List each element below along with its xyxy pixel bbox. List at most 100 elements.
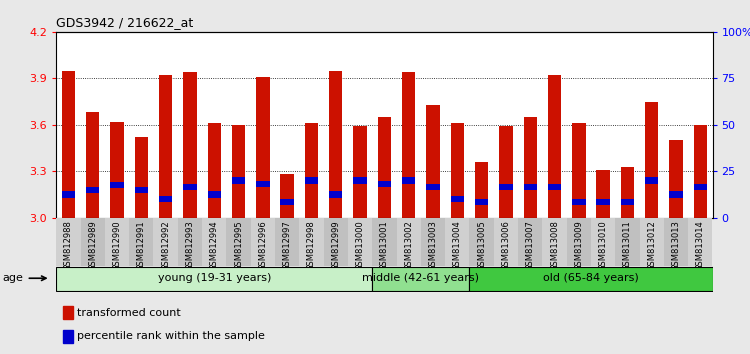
Bar	[621, 167, 634, 218]
Bar	[135, 137, 148, 218]
Bar	[280, 199, 294, 205]
Bar	[451, 123, 464, 218]
Text: GSM813002: GSM813002	[404, 220, 413, 271]
Bar	[475, 199, 488, 205]
Bar	[110, 122, 124, 218]
Bar	[232, 125, 245, 218]
Text: GSM812995: GSM812995	[234, 220, 243, 271]
Text: GSM813001: GSM813001	[380, 220, 388, 271]
Bar	[421, 218, 446, 266]
Bar	[621, 199, 634, 205]
Text: GSM812988: GSM812988	[64, 220, 73, 271]
Bar	[178, 218, 202, 266]
Bar	[304, 123, 318, 218]
Text: GSM812999: GSM812999	[332, 220, 340, 271]
Bar	[572, 123, 586, 218]
Bar	[63, 330, 73, 343]
Bar	[451, 196, 464, 202]
Bar	[596, 170, 610, 218]
Text: GSM813013: GSM813013	[671, 220, 680, 271]
Bar	[615, 218, 640, 266]
Bar	[500, 184, 512, 190]
Bar	[470, 218, 494, 266]
Bar	[135, 187, 148, 193]
Text: GSM813006: GSM813006	[502, 220, 511, 271]
Text: GDS3942 / 216622_at: GDS3942 / 216622_at	[56, 16, 194, 29]
Bar	[640, 218, 664, 266]
Bar	[596, 199, 610, 205]
Text: old (65-84 years): old (65-84 years)	[543, 273, 639, 283]
Bar	[105, 218, 129, 266]
Text: transformed count: transformed count	[77, 308, 181, 318]
Bar	[299, 218, 323, 266]
Bar	[183, 184, 196, 190]
Bar	[280, 175, 294, 218]
Bar	[645, 102, 658, 218]
Bar	[251, 218, 275, 266]
Text: GSM813014: GSM813014	[696, 220, 705, 271]
Text: GSM813004: GSM813004	[453, 220, 462, 271]
Bar	[548, 75, 561, 218]
Bar	[542, 218, 567, 266]
Text: GSM813012: GSM813012	[647, 220, 656, 271]
Bar	[62, 70, 75, 218]
Bar	[426, 105, 439, 218]
Bar	[645, 177, 658, 184]
Bar	[202, 218, 226, 266]
Bar	[591, 218, 615, 266]
Text: GSM813008: GSM813008	[550, 220, 559, 271]
Bar	[402, 177, 416, 184]
Bar	[232, 177, 245, 184]
Bar	[470, 267, 712, 291]
Bar	[86, 187, 100, 193]
Bar	[475, 162, 488, 218]
Bar	[353, 126, 367, 218]
Text: percentile rank within the sample: percentile rank within the sample	[77, 331, 266, 342]
Text: GSM813009: GSM813009	[574, 220, 584, 271]
Bar	[397, 218, 421, 266]
Bar	[372, 218, 397, 266]
Bar	[329, 192, 343, 198]
Bar	[62, 192, 75, 198]
Bar	[256, 77, 269, 218]
Text: GSM813000: GSM813000	[356, 220, 364, 271]
Text: GSM812998: GSM812998	[307, 220, 316, 271]
Text: GSM813007: GSM813007	[526, 220, 535, 271]
Bar	[378, 117, 391, 218]
Bar	[548, 184, 561, 190]
Bar	[226, 218, 251, 266]
Bar	[63, 307, 73, 319]
Text: GSM813005: GSM813005	[477, 220, 486, 271]
Bar	[572, 199, 586, 205]
Bar	[664, 218, 688, 266]
Bar	[80, 218, 105, 266]
Bar	[323, 218, 348, 266]
Bar	[208, 123, 221, 218]
Text: GSM812996: GSM812996	[258, 220, 267, 271]
Text: GSM813011: GSM813011	[623, 220, 632, 271]
Bar	[694, 184, 707, 190]
Text: GSM812992: GSM812992	[161, 220, 170, 271]
Text: young (19-31 years): young (19-31 years)	[158, 273, 271, 283]
Bar	[154, 218, 178, 266]
Text: GSM812991: GSM812991	[136, 220, 146, 271]
Bar	[275, 218, 299, 266]
Bar	[353, 177, 367, 184]
Bar	[524, 117, 537, 218]
Bar	[110, 182, 124, 188]
Bar	[159, 75, 172, 218]
Bar	[329, 70, 343, 218]
Bar	[567, 218, 591, 266]
Bar	[256, 181, 269, 187]
Bar	[694, 125, 707, 218]
Bar	[669, 192, 682, 198]
Text: GSM813010: GSM813010	[598, 220, 608, 271]
Text: GSM812989: GSM812989	[88, 220, 98, 271]
Bar	[500, 126, 512, 218]
Text: GSM812997: GSM812997	[283, 220, 292, 271]
Bar	[688, 218, 712, 266]
Text: GSM813003: GSM813003	[428, 220, 437, 271]
Bar	[183, 72, 196, 218]
Bar	[159, 196, 172, 202]
Text: age: age	[3, 273, 46, 283]
